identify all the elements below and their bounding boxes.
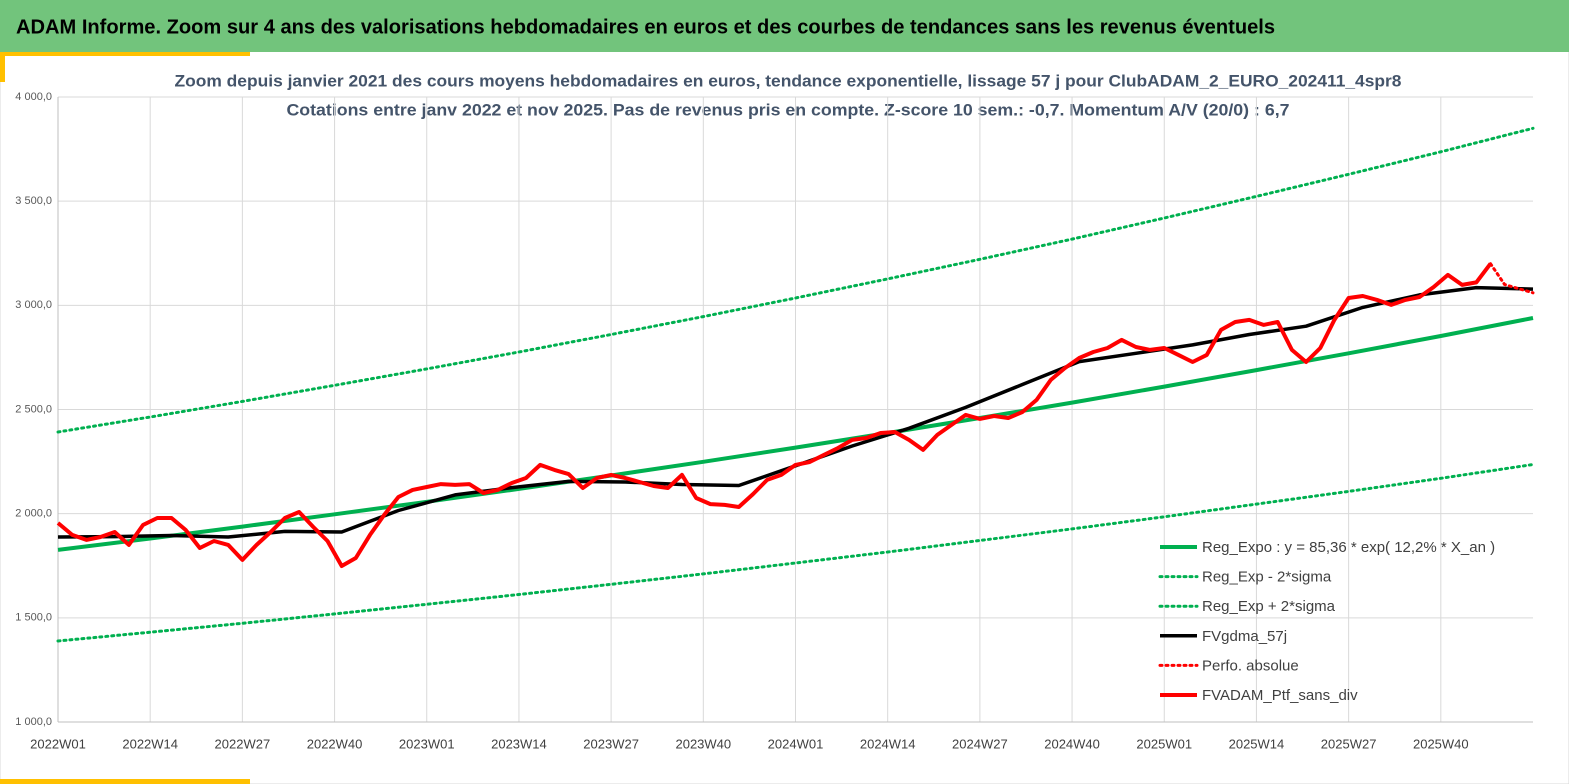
x-tick-label: 2024W40 bbox=[1044, 736, 1100, 751]
y-tick-label: 2 000,0 bbox=[15, 508, 52, 520]
x-tick-label: 2025W27 bbox=[1321, 736, 1377, 751]
x-tick-label: 2024W01 bbox=[768, 736, 824, 751]
header-title: ADAM Informe. Zoom sur 4 ans des valoris… bbox=[16, 16, 1275, 38]
header-bar bbox=[0, 0, 1569, 52]
x-tick-label: 2023W40 bbox=[675, 736, 731, 751]
legend-label: Reg_Exp - 2*sigma bbox=[1202, 569, 1332, 586]
y-tick-label: 1 500,0 bbox=[15, 612, 52, 624]
y-tick-label: 3 500,0 bbox=[15, 195, 52, 207]
legend: Reg_Expo : y = 85,36 * exp( 12,2% * X_an… bbox=[1158, 539, 1495, 704]
chart-title: Zoom depuis janvier 2021 des cours moyen… bbox=[175, 71, 1402, 90]
legend-label: FVgdma_57j bbox=[1202, 628, 1287, 645]
x-tick-label: 2025W01 bbox=[1136, 736, 1192, 751]
y-tick-label: 3 000,0 bbox=[15, 299, 52, 311]
chart-subtitle: Cotations entre janv 2022 et nov 2025. P… bbox=[287, 100, 1290, 119]
x-tick-label: 2025W40 bbox=[1413, 736, 1469, 751]
x-tick-label: 2023W14 bbox=[491, 736, 547, 751]
y-tick-label: 1 000,0 bbox=[15, 716, 52, 728]
y-tick-label: 2 500,0 bbox=[15, 403, 52, 415]
x-tick-label: 2023W01 bbox=[399, 736, 455, 751]
series-line bbox=[56, 262, 1493, 568]
x-tick-label: 2022W14 bbox=[122, 736, 178, 751]
accent bbox=[0, 52, 5, 82]
legend-label: FVADAM_Ptf_sans_div bbox=[1202, 687, 1358, 704]
y-tick-label: 4 000,0 bbox=[15, 91, 52, 103]
grid: 1 000,0 1 500,0 2 000,0 2 500,0 3 000,0 3 500… bbox=[15, 91, 1533, 751]
accent bbox=[0, 779, 250, 784]
series-line bbox=[56, 463, 1535, 643]
legend-label: Perfo. absolue bbox=[1202, 657, 1299, 674]
series-line bbox=[1489, 262, 1535, 295]
x-tick-label: 2022W01 bbox=[30, 736, 86, 751]
series-line bbox=[56, 126, 1535, 434]
x-tick-label: 2022W40 bbox=[307, 736, 363, 751]
accent bbox=[0, 52, 250, 56]
x-tick-label: 2025W14 bbox=[1229, 736, 1285, 751]
x-tick-label: 2023W27 bbox=[583, 736, 639, 751]
x-tick-label: 2024W14 bbox=[860, 736, 916, 751]
legend-label: Reg_Exp + 2*sigma bbox=[1202, 598, 1336, 615]
x-tick-label: 2022W27 bbox=[215, 736, 271, 751]
plot bbox=[56, 126, 1535, 643]
x-tick-label: 2024W27 bbox=[952, 736, 1008, 751]
legend-label: Reg_Expo : y = 85,36 * exp( 12,2% * X_an… bbox=[1202, 539, 1495, 556]
